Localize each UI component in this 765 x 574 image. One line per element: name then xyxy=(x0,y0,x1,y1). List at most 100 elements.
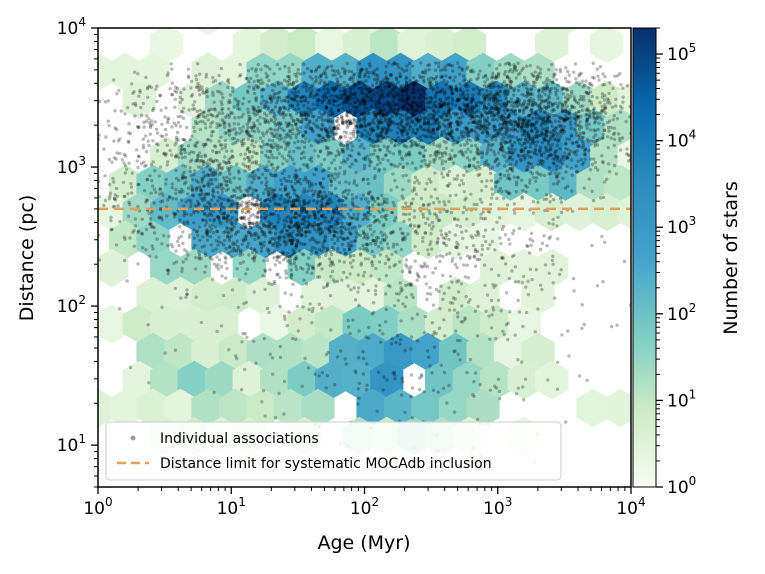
association-point xyxy=(429,99,433,103)
hex-cell xyxy=(328,164,363,204)
association-point xyxy=(115,92,119,96)
association-point xyxy=(323,204,327,209)
association-point xyxy=(597,78,601,82)
association-point xyxy=(447,62,451,67)
association-point xyxy=(379,88,383,92)
association-point xyxy=(496,74,500,79)
association-point xyxy=(164,133,169,137)
association-point xyxy=(286,179,291,183)
association-point xyxy=(366,90,371,94)
association-point xyxy=(192,169,197,173)
association-point xyxy=(291,127,295,131)
association-point xyxy=(204,264,208,269)
association-point xyxy=(296,107,301,111)
association-point xyxy=(331,88,335,92)
association-point xyxy=(395,185,399,189)
association-point xyxy=(202,110,206,115)
association-point xyxy=(153,120,157,124)
association-point xyxy=(618,136,622,141)
association-point xyxy=(291,248,295,252)
association-point xyxy=(252,79,256,84)
association-point xyxy=(268,199,273,203)
association-point xyxy=(260,172,265,176)
association-point xyxy=(486,116,490,120)
association-point xyxy=(267,282,271,286)
association-point xyxy=(465,88,469,93)
association-point xyxy=(419,61,423,65)
hex-cell xyxy=(218,164,253,204)
association-point xyxy=(402,69,406,73)
association-point xyxy=(153,169,157,173)
association-point xyxy=(502,72,507,76)
hex-cell xyxy=(425,28,459,64)
hex-cell xyxy=(383,108,418,148)
association-point xyxy=(413,175,418,180)
hex-cell xyxy=(177,80,211,120)
association-point xyxy=(353,82,358,86)
association-point xyxy=(401,124,405,129)
association-point xyxy=(364,197,368,201)
association-point xyxy=(346,147,350,151)
association-point xyxy=(146,95,150,100)
association-point xyxy=(278,275,282,280)
association-point xyxy=(369,152,373,157)
association-point xyxy=(282,140,286,144)
association-point xyxy=(164,106,168,110)
association-point xyxy=(487,111,491,115)
hex-cell xyxy=(425,360,459,400)
association-point xyxy=(455,174,460,178)
hex-cell xyxy=(411,52,445,92)
association-point xyxy=(317,255,321,259)
hex-cell xyxy=(150,360,184,400)
association-point xyxy=(275,258,279,262)
association-point xyxy=(152,231,157,235)
association-point xyxy=(378,96,382,101)
association-point xyxy=(227,98,231,103)
association-point xyxy=(166,243,170,248)
association-point xyxy=(526,80,530,85)
association-point xyxy=(398,71,402,76)
association-point xyxy=(309,111,313,115)
association-point xyxy=(354,124,358,128)
association-point xyxy=(428,160,432,164)
association-point xyxy=(504,103,508,108)
association-point xyxy=(341,66,345,71)
association-point xyxy=(254,69,258,73)
association-point xyxy=(343,70,347,74)
association-point xyxy=(340,106,345,111)
hex-cell xyxy=(301,52,335,92)
association-point xyxy=(348,165,352,169)
association-point xyxy=(320,101,324,105)
association-point xyxy=(427,68,431,72)
association-point xyxy=(340,221,344,226)
association-point xyxy=(376,98,380,103)
association-point xyxy=(262,117,266,121)
association-point xyxy=(113,109,117,113)
association-point xyxy=(174,187,178,192)
association-point xyxy=(235,217,239,222)
association-point xyxy=(222,120,226,124)
association-point xyxy=(517,138,521,142)
hex-cell xyxy=(466,388,500,428)
association-point xyxy=(493,100,498,104)
association-point xyxy=(355,98,359,102)
hex-cell xyxy=(590,28,624,64)
association-point xyxy=(225,183,229,187)
association-point xyxy=(392,203,396,208)
association-point xyxy=(504,96,508,101)
association-point xyxy=(523,157,527,161)
association-point xyxy=(342,158,346,163)
association-point xyxy=(268,67,272,71)
association-point xyxy=(423,117,427,121)
association-point xyxy=(215,125,219,129)
association-point xyxy=(347,119,351,124)
association-point xyxy=(354,110,358,114)
association-point xyxy=(275,128,280,132)
association-point xyxy=(136,154,141,158)
association-point xyxy=(282,115,286,120)
association-point xyxy=(372,128,376,132)
hex-cell xyxy=(98,192,129,232)
association-point xyxy=(144,75,148,80)
association-point xyxy=(217,123,221,128)
association-point xyxy=(573,127,577,132)
